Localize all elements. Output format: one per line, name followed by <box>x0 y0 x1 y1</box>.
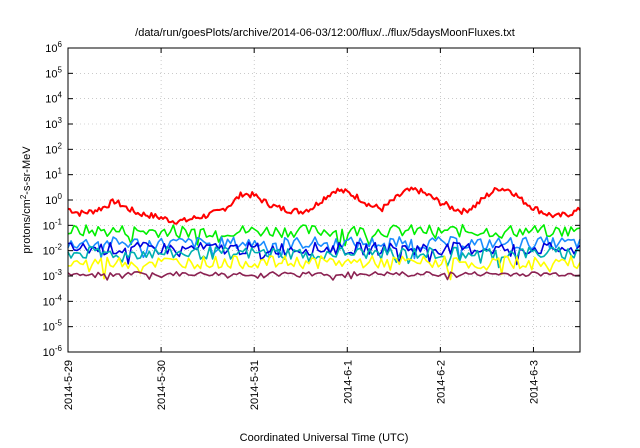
series-line-1 <box>67 186 581 225</box>
y-tick-label: 10-2 <box>43 243 63 258</box>
x-axis: 2014-5-29 2014-5-30 2014-5-31 2014-6-1 2014-… <box>63 48 540 410</box>
y-tick-label: 10-6 <box>43 344 63 359</box>
y-tick-label: 105 <box>45 65 62 80</box>
series-lines <box>67 186 581 281</box>
x-tick-label: 2014-5-29 <box>63 360 75 410</box>
y-axis-title-sup: 2 <box>19 194 28 199</box>
y-tick-label: 102 <box>45 141 62 156</box>
x-axis-title: Coordinated Universal Time (UTC) <box>240 432 409 444</box>
x-tick-label: 2014-6-3 <box>528 360 540 404</box>
y-tick-label: 10-4 <box>43 293 63 308</box>
series-line-2 <box>67 223 581 250</box>
y-axis-title: protons/cm2-s-sr-MeV <box>19 146 33 254</box>
series-line-6 <box>67 255 581 281</box>
x-tick-label: 2014-6-1 <box>342 360 354 404</box>
x-tick-label: 2014-5-30 <box>156 360 168 410</box>
y-tick-label: 103 <box>45 116 62 131</box>
x-tick-label: 2014-5-31 <box>249 360 261 410</box>
y-tick-label: 104 <box>45 91 62 106</box>
y-tick-label: 10-5 <box>43 319 63 334</box>
y-axis-title-main: protons/cm <box>21 199 33 253</box>
x-tick-label: 2014-6-2 <box>435 360 447 404</box>
y-tick-label: 10-1 <box>43 217 63 232</box>
chart-title: /data/run/goesPlots/archive/2014-06-03/1… <box>135 27 515 39</box>
y-tick-label: 100 <box>45 192 62 207</box>
series-line-7 <box>67 271 581 281</box>
series-line-4 <box>67 241 581 266</box>
y-axis: 10-6 10-5 10-4 10-3 10-2 10-1 100 101 102 103 104 1… <box>43 40 580 359</box>
y-tick-label: 10-3 <box>43 268 63 283</box>
y-tick-label: 101 <box>45 167 62 182</box>
y-tick-label: 106 <box>45 40 62 55</box>
y-axis-title-rest: -s-sr-MeV <box>21 146 33 195</box>
